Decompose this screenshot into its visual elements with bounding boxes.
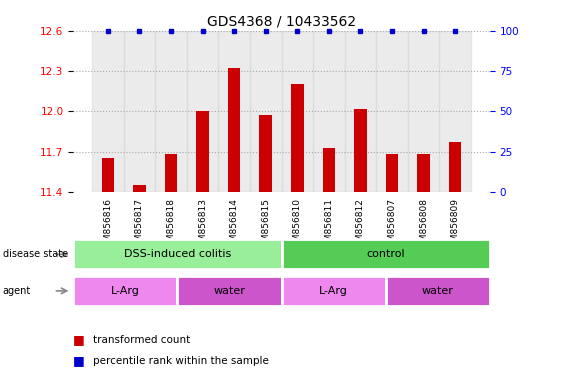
FancyBboxPatch shape [282, 239, 490, 270]
Bar [345, 31, 376, 192]
FancyBboxPatch shape [73, 239, 282, 270]
Text: disease state: disease state [3, 249, 68, 260]
Bar [354, 109, 367, 192]
Bar [196, 111, 209, 192]
Text: agent: agent [3, 286, 31, 296]
Bar [408, 31, 439, 192]
Title: GDS4368 / 10433562: GDS4368 / 10433562 [207, 14, 356, 28]
Text: L-Arg: L-Arg [319, 286, 348, 296]
Text: percentile rank within the sample: percentile rank within the sample [93, 356, 269, 366]
Text: water: water [213, 286, 245, 296]
Bar [260, 116, 272, 192]
FancyBboxPatch shape [282, 276, 386, 306]
Text: water: water [422, 286, 454, 296]
Bar [291, 84, 303, 192]
Bar [250, 31, 282, 192]
Bar [376, 31, 408, 192]
Text: DSS-induced colitis: DSS-induced colitis [124, 249, 231, 260]
Bar [449, 142, 462, 192]
FancyBboxPatch shape [177, 276, 282, 306]
Bar [282, 31, 313, 192]
Text: L-Arg: L-Arg [111, 286, 140, 296]
Text: transformed count: transformed count [93, 335, 190, 345]
Text: ■: ■ [73, 333, 85, 346]
FancyBboxPatch shape [73, 276, 177, 306]
Bar [92, 31, 124, 192]
Bar [323, 148, 335, 192]
Bar [417, 154, 430, 192]
Text: control: control [367, 249, 405, 260]
Bar [187, 31, 218, 192]
Bar [386, 154, 398, 192]
Bar [124, 31, 155, 192]
Bar [439, 31, 471, 192]
Bar [313, 31, 345, 192]
Bar [101, 159, 114, 192]
Bar [133, 185, 146, 192]
Bar [165, 154, 177, 192]
Bar [218, 31, 250, 192]
Text: ■: ■ [73, 354, 85, 367]
FancyBboxPatch shape [386, 276, 490, 306]
Bar [228, 68, 240, 192]
Bar [155, 31, 187, 192]
